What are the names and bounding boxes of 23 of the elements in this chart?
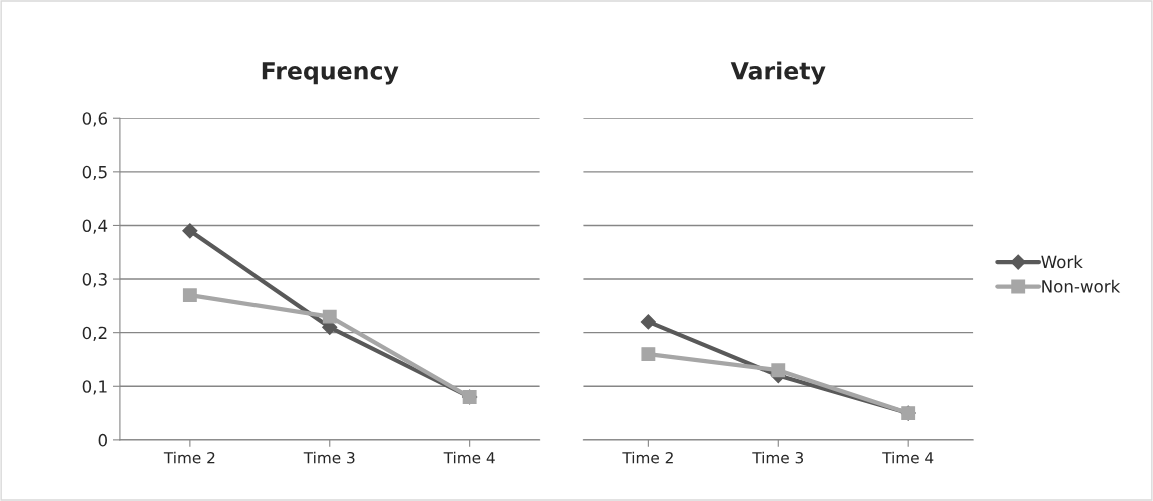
- x-tick-label: Time 3: [303, 451, 355, 464]
- y-tick-label: 0,5: [82, 165, 107, 181]
- x-tick-label: Time 4: [443, 451, 495, 464]
- point: [640, 314, 656, 330]
- point: [182, 288, 197, 303]
- y-tick-label: 0,2: [82, 326, 107, 341]
- y-tick-label: 0,6: [82, 112, 108, 127]
- chart-title: Frequency: [262, 62, 399, 85]
- x-tick-label: Time 4: [882, 451, 934, 464]
- y-tick-label: 0,4: [82, 219, 108, 234]
- chart-title: Variety: [730, 61, 826, 85]
- y-tick-label: 0,3: [82, 273, 107, 288]
- x-tick-label: Time 3: [752, 451, 804, 464]
- legend-label: Non-work: [1042, 279, 1121, 293]
- x-tick-label: Time 2: [622, 451, 673, 464]
- point: [641, 347, 656, 362]
- y-tick-label: 0,1: [82, 380, 107, 395]
- legend-label: Work: [1041, 255, 1083, 269]
- y-tick-label: 0: [98, 433, 107, 447]
- point: [182, 223, 198, 239]
- point: [771, 363, 786, 378]
- point: [322, 309, 337, 324]
- x-tick-label: Time 2: [163, 451, 215, 464]
